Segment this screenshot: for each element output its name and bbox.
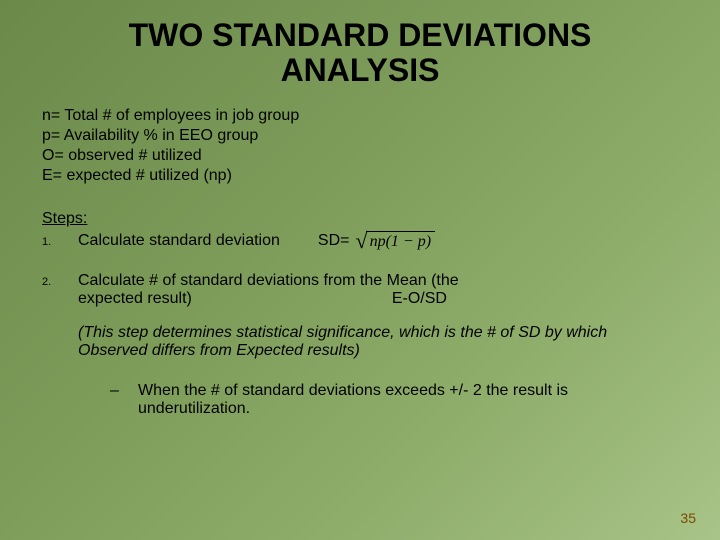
slide-title: TWO STANDARD DEVIATIONS ANALYSIS	[0, 0, 720, 88]
radicand: np(1 − p)	[366, 231, 435, 251]
def-e: E= expected # utilized (np)	[42, 166, 720, 186]
step-1-body: Calculate standard deviation SD= √ np(1 …	[78, 230, 720, 252]
step-2-formula: E-O/SD	[392, 290, 447, 307]
title-line-2: ANALYSIS	[0, 53, 720, 88]
step-2-line-2: expected result) E-O/SD	[78, 290, 678, 308]
sub-bullet-row: – When the # of standard deviations exce…	[110, 382, 678, 418]
step-2-row: 2. Calculate # of standard deviations fr…	[42, 272, 720, 360]
sqrt-expression: √ np(1 − p)	[355, 230, 435, 252]
dash-icon: –	[110, 382, 138, 418]
step-2-number: 2.	[42, 276, 78, 288]
page-number: 35	[680, 510, 696, 526]
step-1-text: Calculate standard deviation	[78, 232, 280, 250]
bullet-text: When the # of standard deviations exceed…	[138, 382, 678, 418]
def-o: O= observed # utilized	[42, 146, 720, 166]
step-2-line-2a: expected result)	[78, 290, 192, 307]
steps-heading: Steps:	[42, 210, 720, 228]
step-2-note: (This step determines statistical signif…	[78, 324, 678, 360]
step-2-line-1: Calculate # of standard deviations from …	[78, 272, 678, 290]
def-n: n= Total # of employees in job group	[42, 106, 720, 126]
definitions-block: n= Total # of employees in job group p= …	[42, 106, 720, 186]
step-1-row: 1. Calculate standard deviation SD= √ np…	[42, 230, 720, 252]
title-line-1: TWO STANDARD DEVIATIONS	[0, 18, 720, 53]
sd-equation: SD= √ np(1 − p)	[318, 230, 435, 252]
sd-label: SD=	[318, 232, 350, 250]
def-p: p= Availability % in EEO group	[42, 126, 720, 146]
step-2-body: Calculate # of standard deviations from …	[78, 272, 720, 360]
step-1-number: 1.	[42, 236, 78, 248]
